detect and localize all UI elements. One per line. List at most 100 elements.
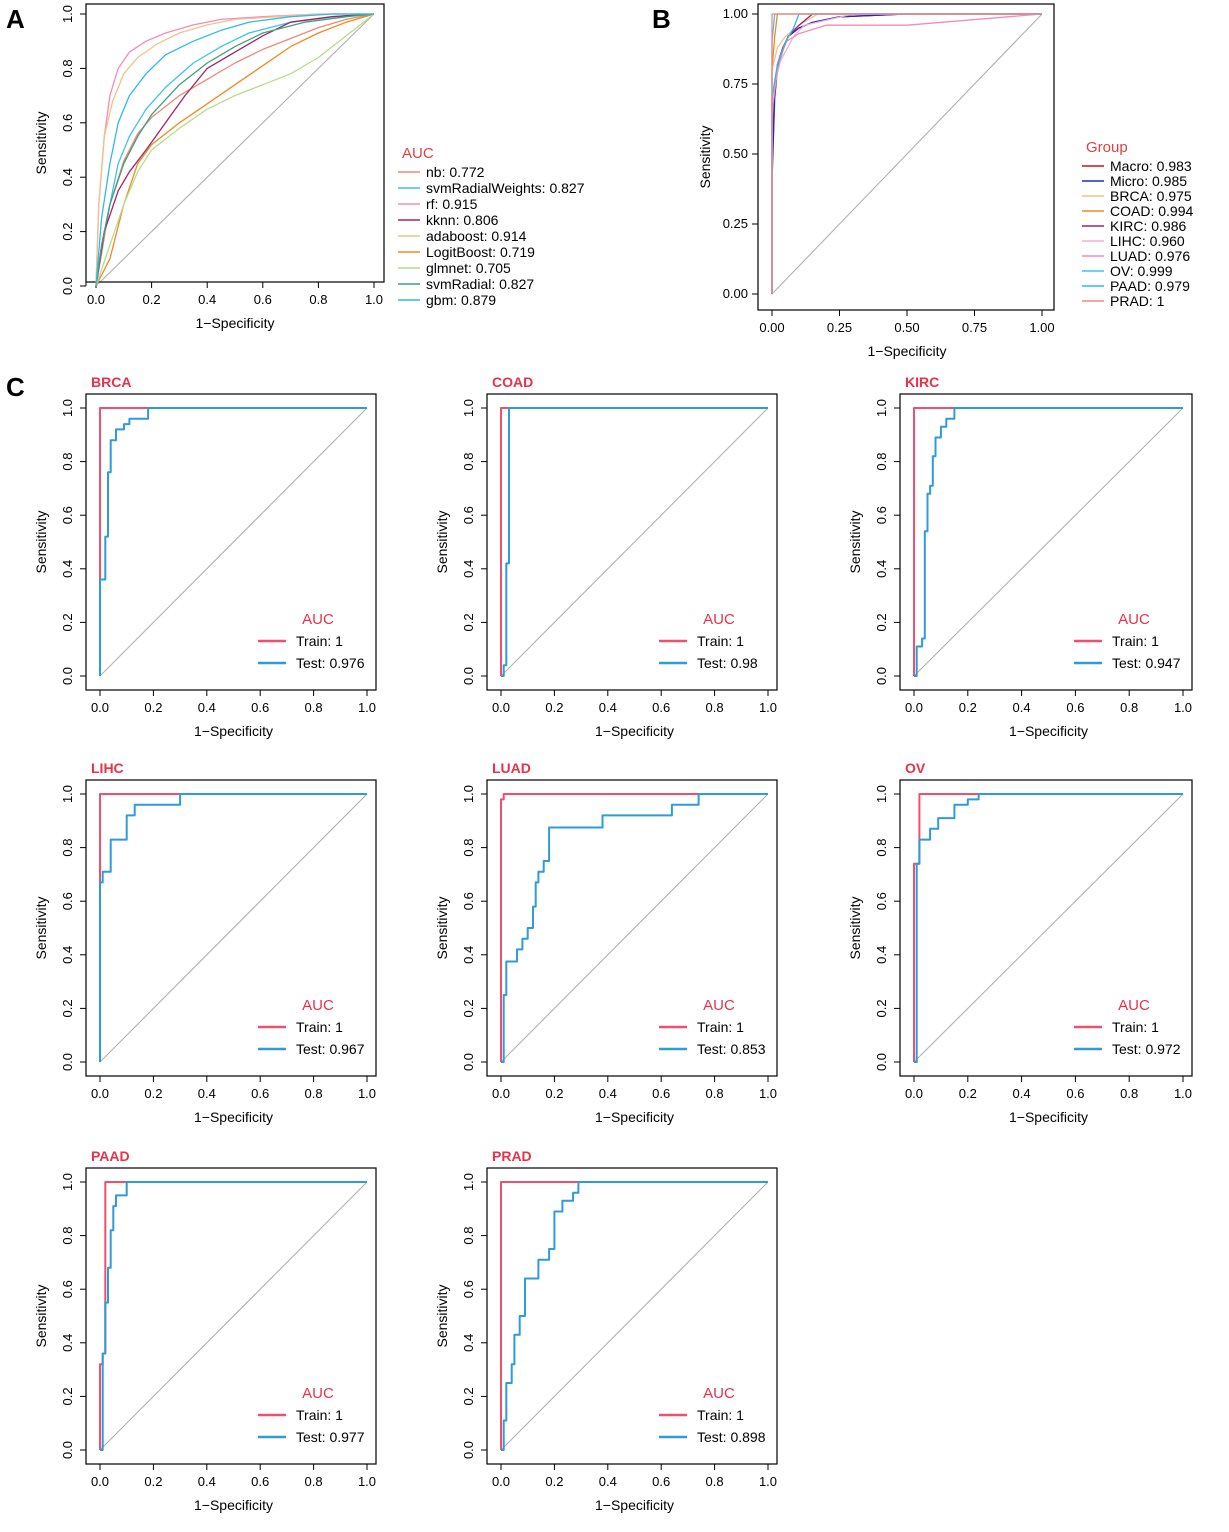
x-tick-label: 1.00: [1029, 320, 1054, 335]
y-tick-label: 0.4: [874, 946, 889, 964]
x-tick-label: 0.75: [962, 320, 987, 335]
chart-title: PRAD: [492, 1148, 532, 1164]
series-line: [914, 407, 1183, 677]
legend-label: Test: 0.972: [1112, 1041, 1181, 1057]
y-tick-label: 0.8: [60, 839, 75, 857]
x-tick-label: 0.8: [706, 1474, 724, 1489]
chart-c-prad: 0.0 0.2 0.4 0.6 0.8 1.0 0.0 0.2 0.4 0.6 0.8 1.0 1−Sp…: [434, 1148, 778, 1513]
legend-title: Group: [1086, 139, 1128, 156]
x-tick-label: 0.4: [1013, 700, 1031, 715]
series-line: [95, 13, 375, 287]
x-tick-label: 0.2: [143, 292, 161, 307]
y-tick-label: 0.0: [60, 1441, 75, 1459]
chart-title: COAD: [492, 374, 533, 390]
legend-title: AUC: [302, 611, 334, 628]
reference-diagonal: [99, 407, 368, 677]
x-tick-label: 0.0: [87, 292, 105, 307]
x-axis-title: 1−Specificity: [595, 1109, 674, 1125]
panel-label-c: C: [6, 372, 25, 402]
legend-label: PRAD: 1: [1110, 293, 1165, 309]
reference-diagonal: [500, 1181, 769, 1451]
x-tick-label: 0.4: [198, 1086, 216, 1101]
legend-label: Test: 0.98: [697, 655, 758, 671]
y-axis-title: Sensitivity: [33, 896, 49, 959]
y-tick-label: 0.8: [461, 1227, 476, 1245]
x-tick-label: 1.0: [358, 1474, 376, 1489]
y-tick-label: 0.4: [60, 1334, 75, 1352]
x-tick-label: 0.8: [1120, 1086, 1138, 1101]
series-line: [95, 13, 375, 287]
x-tick-label: 0.4: [599, 700, 617, 715]
y-tick-label: 0.6: [461, 506, 476, 524]
y-tick-label: 0.00: [723, 286, 748, 301]
legend-label: Test: 0.853: [697, 1041, 766, 1057]
legend-label: Train: 1: [1112, 633, 1159, 649]
y-axis-title: Sensitivity: [434, 896, 450, 959]
x-tick-label: 0.6: [254, 292, 272, 307]
y-tick-label: 0.0: [60, 667, 75, 685]
chart-title: LIHC: [91, 760, 124, 776]
x-tick-label: 0.4: [1013, 1086, 1031, 1101]
chart-c-kirc: 0.0 0.2 0.4 0.6 0.8 1.0 0.0 0.2 0.4 0.6 0.8 1.0 1−Sp…: [847, 374, 1193, 739]
x-axis-title: 1−Specificity: [194, 723, 273, 739]
x-tick-label: 0.6: [251, 700, 269, 715]
y-tick-label: 0.0: [874, 667, 889, 685]
x-tick-label: 0.2: [545, 1086, 563, 1101]
y-tick-label: 1.0: [60, 785, 75, 803]
legend-title: AUC: [1118, 997, 1150, 1014]
x-tick-label: 0.4: [599, 1086, 617, 1101]
chart-title: PAAD: [91, 1148, 130, 1164]
y-tick-label: 1.0: [60, 1173, 75, 1191]
reference-diagonal: [913, 793, 1184, 1063]
y-tick-label: 0.2: [461, 613, 476, 631]
y-tick-label: 1.0: [874, 399, 889, 417]
reference-diagonal: [913, 407, 1184, 677]
y-tick-label: 0.6: [60, 114, 75, 132]
x-tick-label: 0.4: [198, 1474, 216, 1489]
y-tick-label: 0.6: [60, 506, 75, 524]
y-tick-label: 0.4: [60, 560, 75, 578]
series-line: [95, 13, 375, 287]
legend-label: LogitBoost: 0.719: [426, 244, 535, 260]
y-tick-label: 0.2: [60, 1387, 75, 1405]
legend-label: BRCA: 0.975: [1110, 188, 1192, 204]
y-tick-label: 0.4: [461, 560, 476, 578]
x-tick-label: 0.2: [144, 1474, 162, 1489]
y-tick-label: 0.2: [874, 613, 889, 631]
x-tick-label: 0.4: [198, 700, 216, 715]
x-tick-label: 0.8: [305, 1474, 323, 1489]
y-tick-label: 0.8: [461, 839, 476, 857]
x-axis-title: 1−Specificity: [194, 1109, 273, 1125]
x-tick-label: 0.0: [905, 700, 923, 715]
x-tick-label: 0.6: [652, 1086, 670, 1101]
legend-label: svmRadial: 0.827: [426, 276, 534, 292]
panel-label-a: A: [6, 4, 25, 34]
x-tick-label: 1.0: [1174, 1086, 1192, 1101]
chart-c-coad: 0.0 0.2 0.4 0.6 0.8 1.0 0.0 0.2 0.4 0.6 0.8 1.0 1−Sp…: [434, 374, 778, 739]
x-tick-label: 0.8: [309, 292, 327, 307]
x-tick-label: 0.0: [492, 1474, 510, 1489]
series-line: [99, 407, 367, 676]
x-tick-label: 1.0: [365, 292, 383, 307]
x-tick-label: 0.4: [599, 1474, 617, 1489]
x-tick-label: 0.8: [706, 1086, 724, 1101]
x-tick-label: 0.4: [198, 292, 216, 307]
y-tick-label: 0.4: [461, 1334, 476, 1352]
series-line: [771, 13, 1042, 294]
x-axis-title: 1−Specificity: [196, 315, 275, 331]
legend-title: AUC: [703, 611, 735, 628]
y-tick-label: 0.6: [461, 892, 476, 910]
x-tick-label: 0.50: [894, 320, 919, 335]
x-tick-label: 0.6: [652, 700, 670, 715]
series-line: [501, 793, 768, 1063]
y-tick-label: 0.2: [60, 223, 75, 241]
y-tick-label: 0.8: [60, 1227, 75, 1245]
y-tick-label: 0.6: [60, 892, 75, 910]
y-tick-label: 1.00: [723, 6, 748, 21]
x-axis-title: 1−Specificity: [595, 1497, 674, 1513]
chart-b: 0.00 0.25 0.50 0.75 1.00 0.00 0.25 0.50 0.75 1.00…: [697, 3, 1193, 359]
y-tick-label: 0.2: [461, 1387, 476, 1405]
x-tick-label: 0.6: [251, 1474, 269, 1489]
x-tick-label: 0.0: [905, 1086, 923, 1101]
